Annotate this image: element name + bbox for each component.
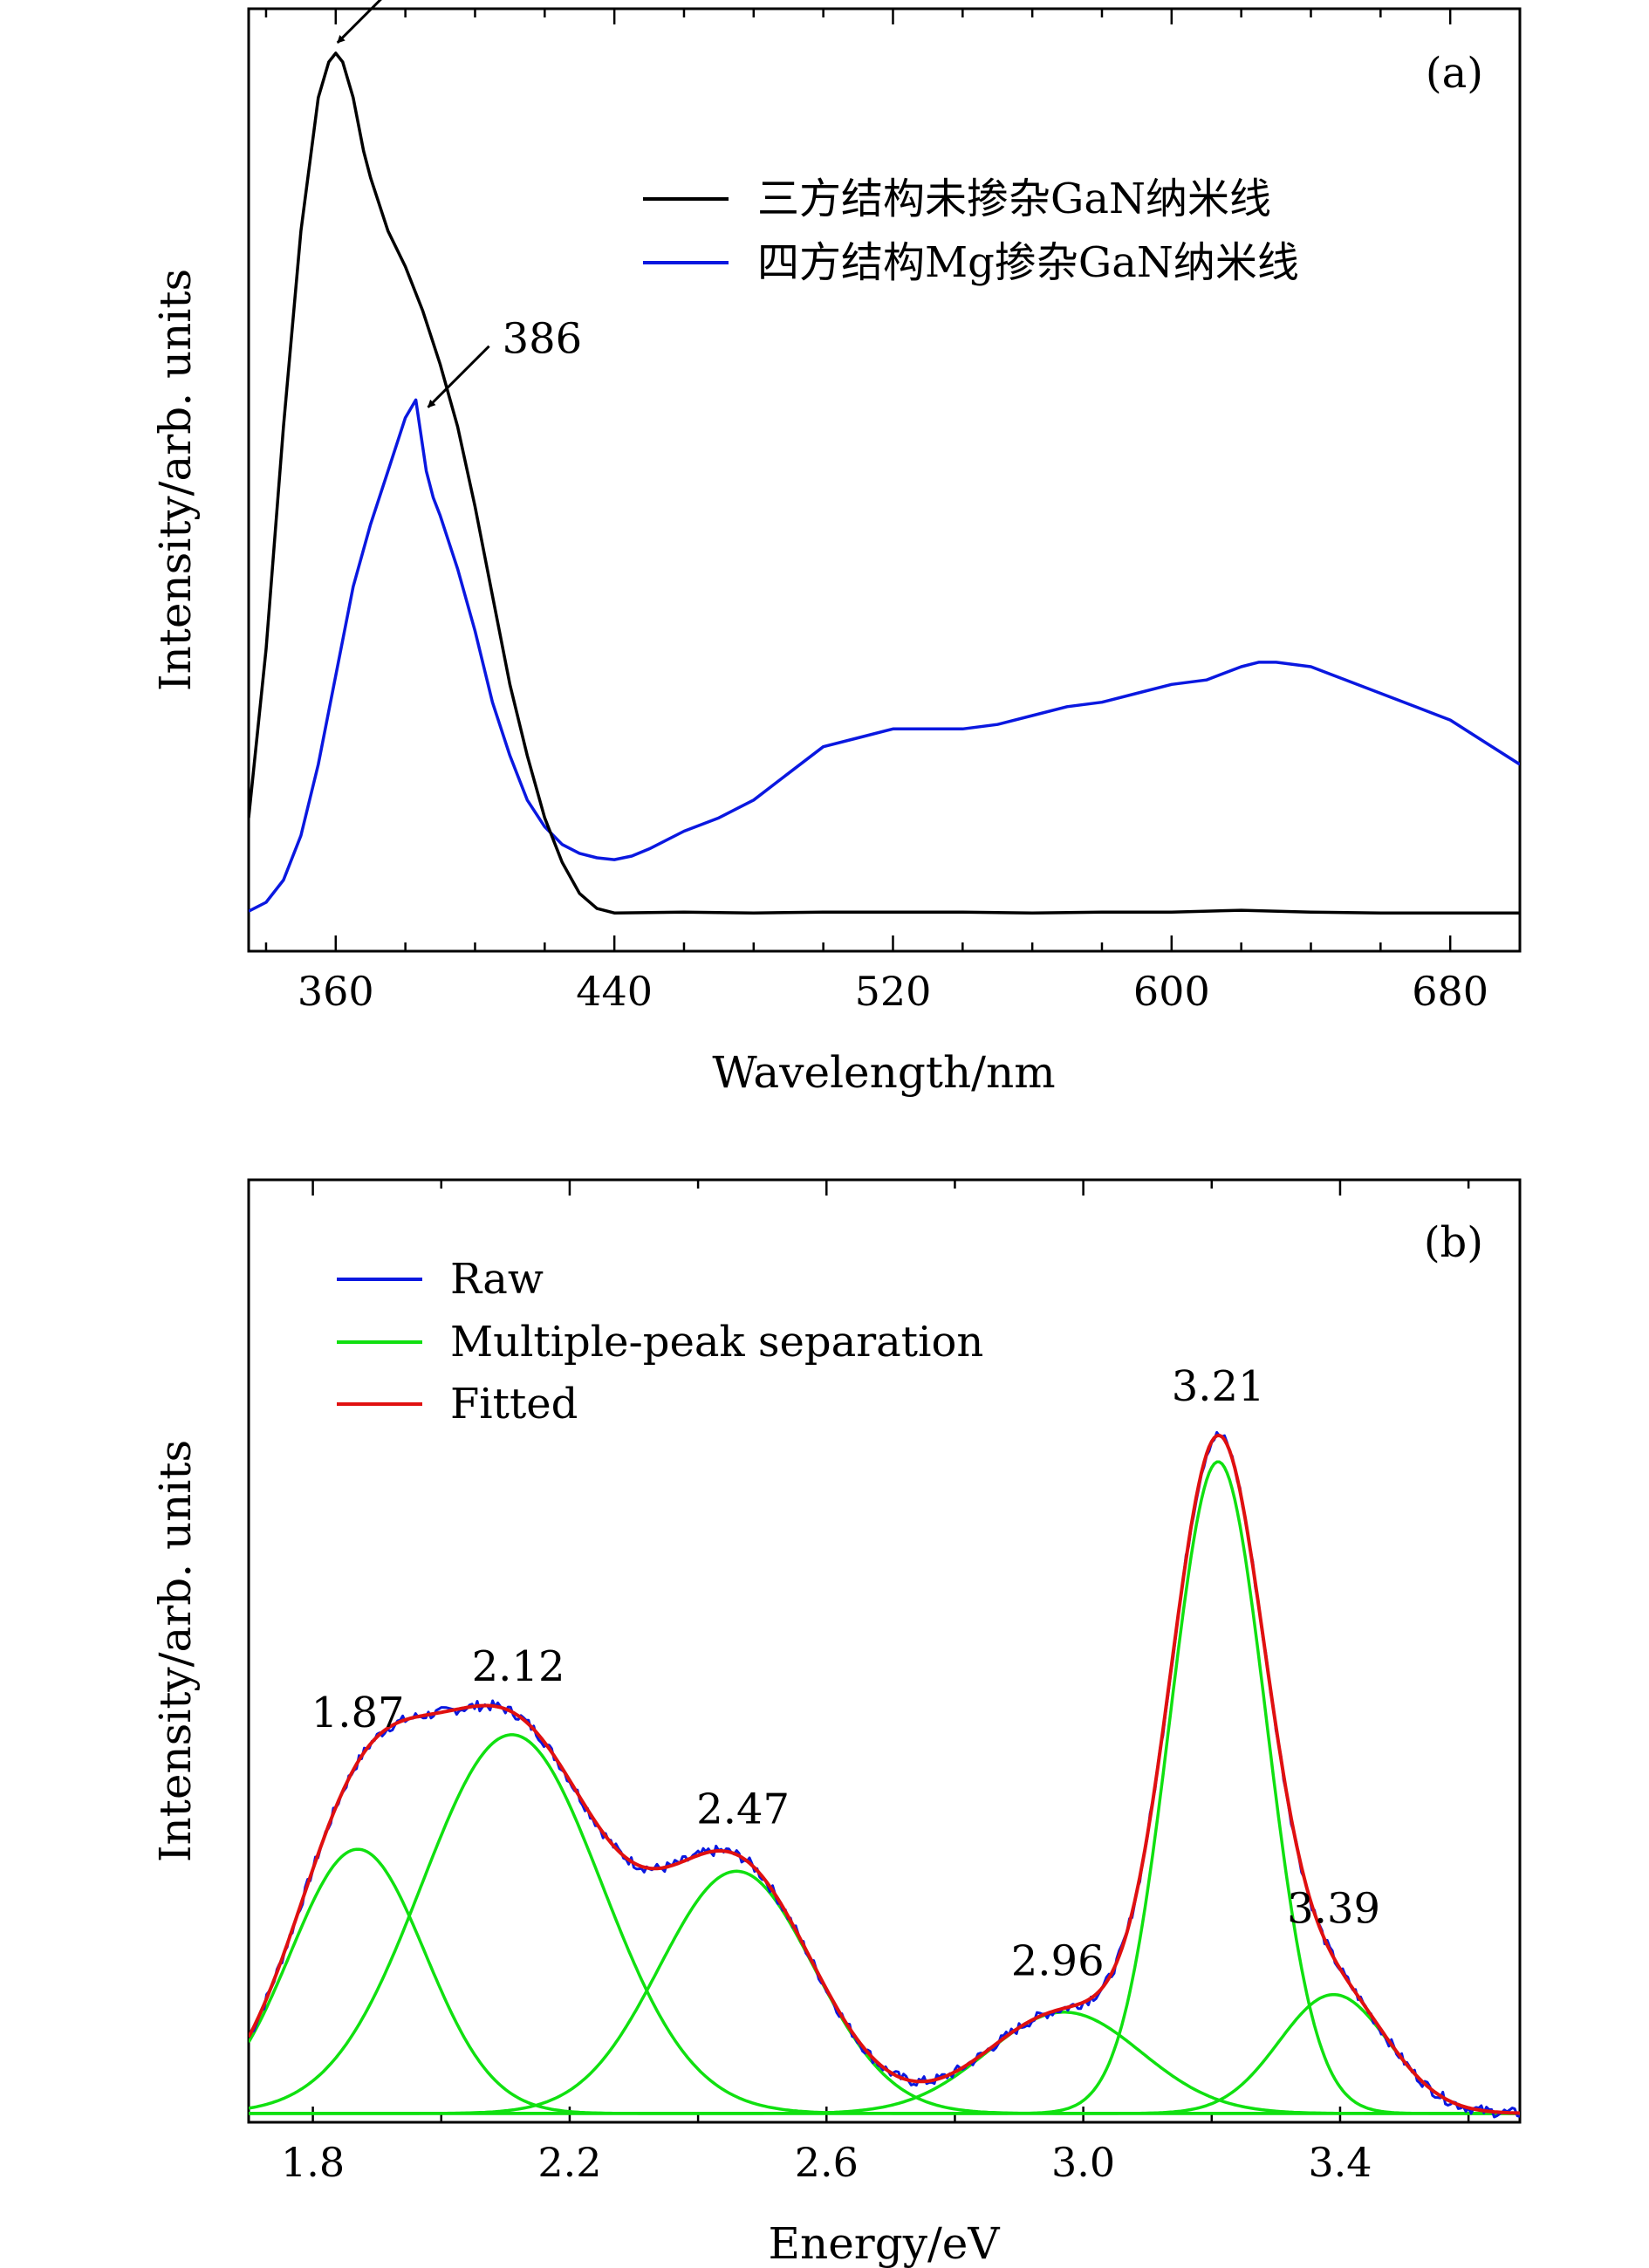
peak-arrow xyxy=(427,345,490,408)
peak-energy-label: 3.21 xyxy=(1172,1362,1265,1411)
panel-b-chart: 1.8 2.2 2.6 3.0 3.4 1.87 2.12 2.47 2.96 3.21 3.39… xyxy=(150,1178,1522,2268)
peak-component-6 xyxy=(249,1992,1520,2115)
peak-arrow xyxy=(336,0,382,45)
peak-energy-label: 2.96 xyxy=(1011,1936,1105,1985)
peak-component-4 xyxy=(249,2011,1520,2115)
x-tick-label: 520 xyxy=(855,968,932,1015)
series-line-undoped xyxy=(249,51,1520,915)
peak-energy-label: 1.87 xyxy=(311,1689,405,1737)
panel-b-legend: Raw Multiple-peak separation Fitted xyxy=(337,1255,983,1429)
panel-b-peak-labels: 1.87 2.12 2.47 2.96 3.21 3.39 xyxy=(311,1362,1380,1985)
panel-a-legend: 三方结构未掺杂GaN纳米线 四方结构Mg掺杂GaN纳米线 xyxy=(643,175,1299,287)
panel-b-label: (b) xyxy=(1424,1218,1483,1267)
panel-b-frame xyxy=(247,1178,1522,2124)
x-tick-label: 3.0 xyxy=(1051,2139,1115,2186)
x-tick-label: 1.8 xyxy=(281,2139,345,2186)
peak-energy-label: 2.47 xyxy=(696,1785,790,1833)
series-line-mg-doped xyxy=(249,398,1520,913)
panel-a-y-axis-label: Intensity/arb. units xyxy=(150,269,201,691)
legend-label-undoped: 三方结构未掺杂GaN纳米线 xyxy=(757,175,1271,223)
legend-label-fitted: Fitted xyxy=(450,1380,578,1429)
peak-annotation-label: 386 xyxy=(503,315,583,364)
legend-label-raw: Raw xyxy=(450,1255,544,1304)
x-tick-label: 3.4 xyxy=(1308,2139,1372,2186)
x-tick-label: 600 xyxy=(1133,968,1210,1015)
legend-label-mg-doped: 四方结构Mg掺杂GaN纳米线 xyxy=(757,238,1299,287)
panel-a-x-ticks: 360 440 520 600 680 xyxy=(264,9,1522,1015)
x-tick-label: 2.6 xyxy=(795,2139,859,2186)
panel-a-frame xyxy=(247,7,1522,953)
panel-a-chart: 360 440 520 600 680 360386 (a) 三方结构未掺杂GaN纳米线… xyxy=(150,0,1522,1098)
panel-a-curves xyxy=(249,51,1520,915)
panel-b-x-axis-label: Energy/eV xyxy=(769,2218,1001,2268)
peak-energy-label: 2.12 xyxy=(472,1642,565,1691)
peak-energy-label: 3.39 xyxy=(1287,1884,1380,1933)
panel-b-y-axis-label: Intensity/arb. units xyxy=(150,1440,201,1862)
raw-spectrum-line xyxy=(249,1430,1520,2119)
x-tick-label: 360 xyxy=(298,968,374,1015)
panel-a-x-axis-label: Wavelength/nm xyxy=(712,1047,1055,1098)
panel-a-annotations: 360386 xyxy=(336,0,583,408)
fitted-spectrum-line xyxy=(249,1433,1520,2115)
legend-label-multiple-peak: Multiple-peak separation xyxy=(450,1318,983,1367)
x-tick-label: 2.2 xyxy=(537,2139,601,2186)
peak-component-5 xyxy=(249,1460,1520,2115)
x-tick-label: 440 xyxy=(576,968,653,1015)
x-tick-label: 680 xyxy=(1412,968,1488,1015)
panel-b-curves xyxy=(249,1430,1520,2119)
panel-a-label: (a) xyxy=(1426,49,1483,98)
panel-b-x-ticks: 1.8 2.2 2.6 3.0 3.4 xyxy=(281,1180,1470,2186)
